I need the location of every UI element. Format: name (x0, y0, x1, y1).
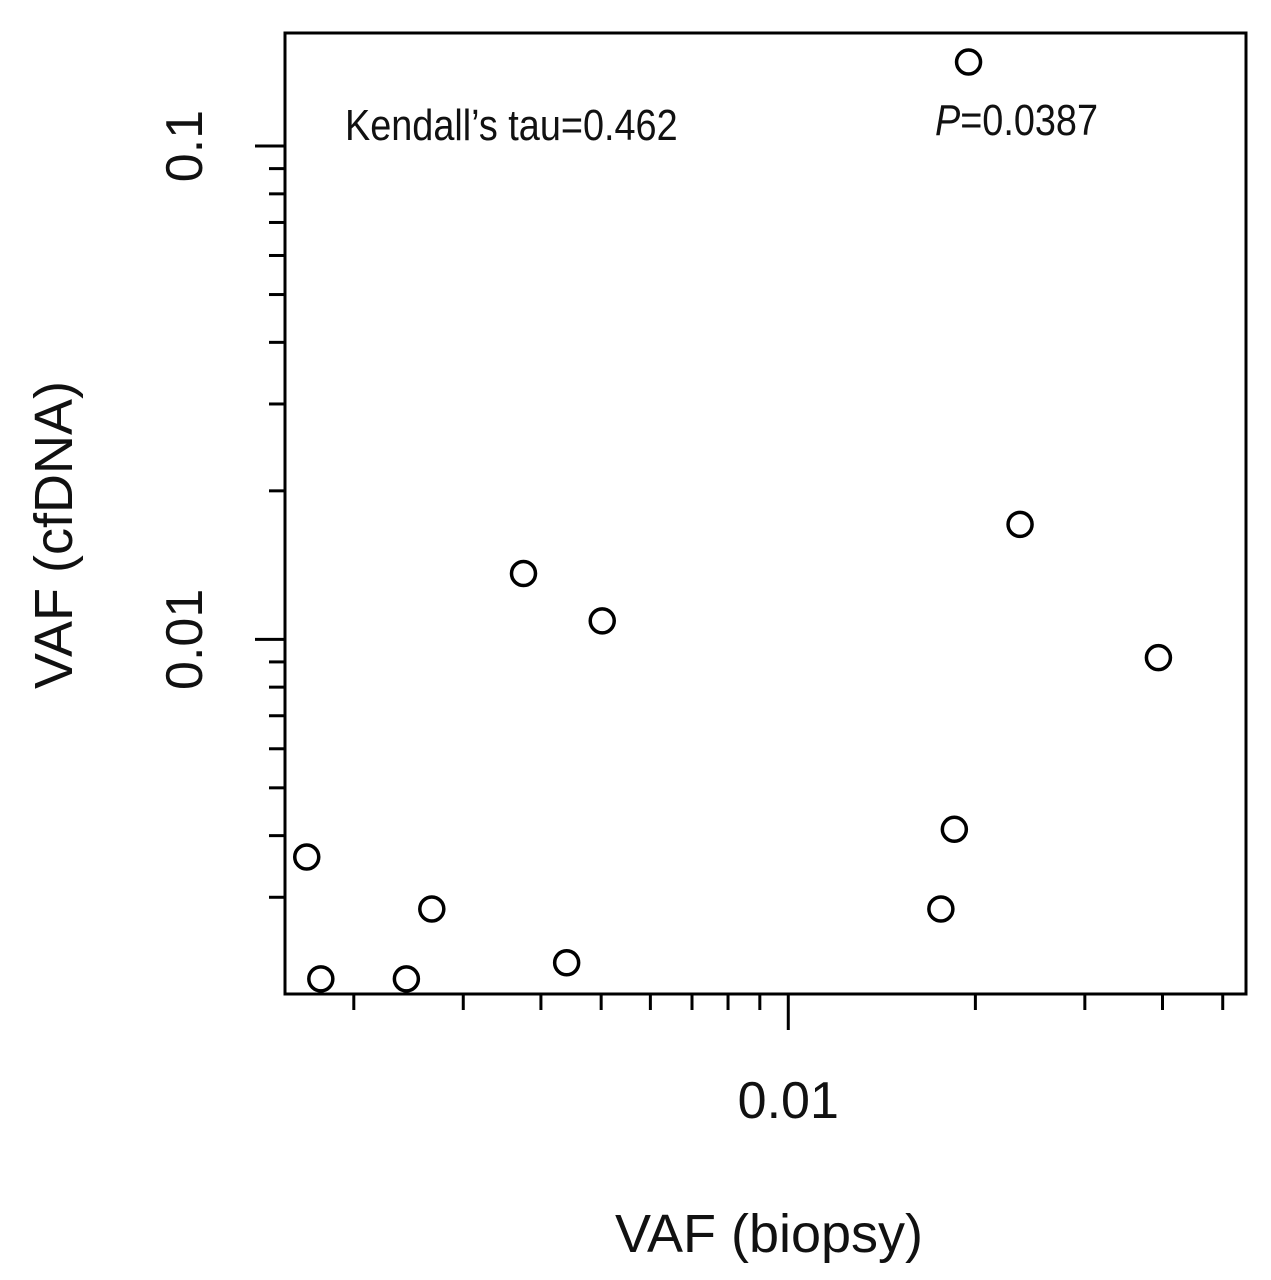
x-axis-label: VAF (biopsy) (615, 1204, 923, 1264)
data-point (940, 815, 969, 844)
data-point (509, 559, 538, 588)
y-tick-label: 0.01 (156, 589, 214, 690)
y-axis-label: VAF (cfDNA) (24, 381, 84, 689)
y-axis-tick-labels: 0.01 0.1 (156, 110, 214, 690)
y-axis-ticks (255, 144, 285, 899)
y-tick-label: 0.1 (156, 110, 214, 182)
p-value: =0.0387 (960, 95, 1098, 144)
p-value-annotation: P=0.0387 (935, 95, 1098, 144)
x-tick-label: 0.01 (738, 1072, 839, 1130)
p-italic: P (935, 95, 961, 144)
tau-annotation: Kendall’s tau=0.462 (345, 100, 678, 149)
x-axis-ticks (352, 994, 1225, 1030)
data-point (927, 895, 955, 923)
data-point (552, 948, 581, 977)
data-point (392, 965, 421, 993)
data-point (954, 48, 983, 76)
x-axis-tick-labels: 0.01 (738, 1072, 839, 1130)
data-point (418, 895, 446, 923)
data-point (1144, 643, 1173, 672)
plot-frame (283, 31, 1248, 996)
data-point (1006, 510, 1034, 539)
data-point (307, 965, 335, 993)
data-point (588, 607, 616, 635)
data-point (292, 843, 321, 871)
data-points (292, 48, 1173, 993)
